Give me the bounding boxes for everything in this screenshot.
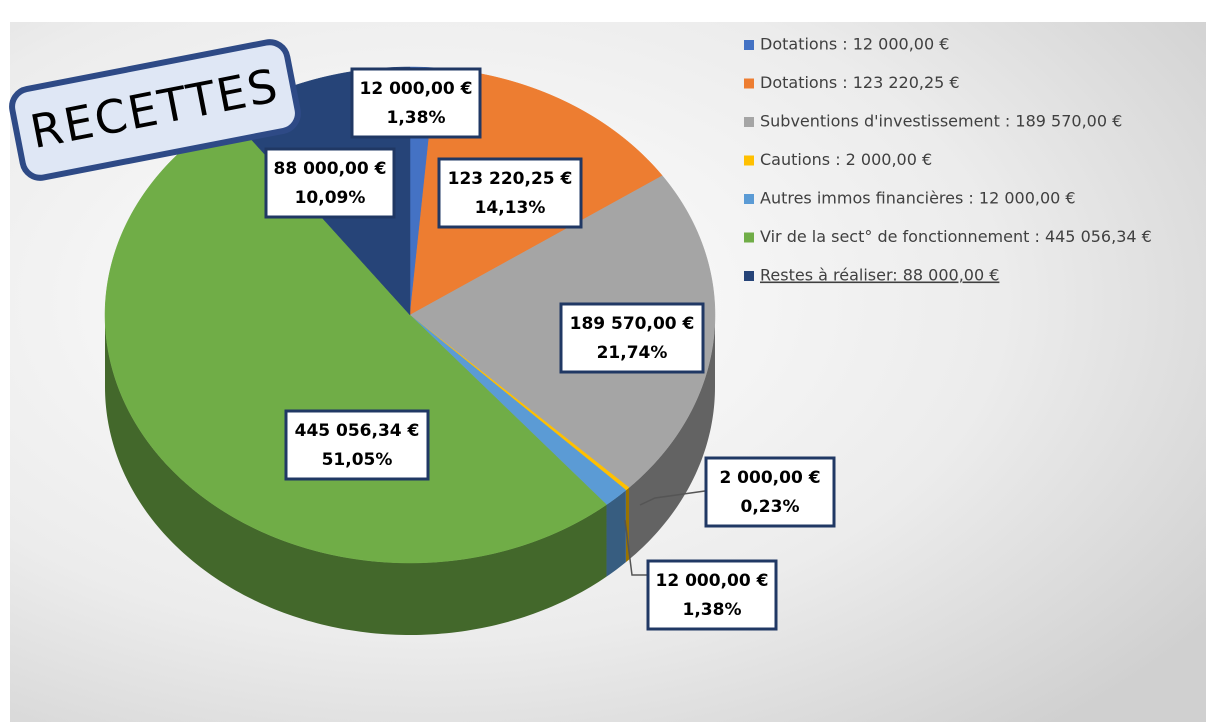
slice-side <box>105 315 607 635</box>
legend-label: Subventions d'investissement : 189 570,0… <box>760 112 1122 131</box>
value-label: 12 000,00 € <box>656 571 769 591</box>
label-box <box>350 67 482 139</box>
legend: Dotations : 12 000,00 € Dotations : 123 2… <box>744 35 1152 285</box>
legend-label: Restes à réaliser: 88 000,00 € <box>760 266 999 285</box>
value-label: 2 000,00 € <box>719 468 820 488</box>
label-box <box>646 559 778 631</box>
percent-label: 1,38% <box>683 600 742 620</box>
label-box <box>284 409 430 481</box>
legend-label: Vir de la sect° de fonctionnement : 445 … <box>760 227 1152 246</box>
percent-label: 14,13% <box>475 198 546 218</box>
leader-line <box>639 489 713 506</box>
percent-label: 51,05% <box>322 450 393 470</box>
percent-label: 1,38% <box>387 108 446 128</box>
legend-label: Autres immos financières : 12 000,00 € <box>760 189 1076 208</box>
legend-marker <box>744 117 754 127</box>
legend-marker <box>744 232 754 243</box>
label-box <box>559 302 705 374</box>
slice <box>104 114 607 564</box>
slice-side <box>606 490 626 577</box>
legend-marker <box>744 40 754 50</box>
legend-label: Cautions : 2 000,00 € <box>760 150 932 169</box>
label-box <box>437 157 583 229</box>
legend-marker <box>744 155 754 166</box>
value-label: 189 570,00 € <box>570 314 695 334</box>
label-box <box>704 456 836 528</box>
percent-label: 21,74% <box>597 343 668 363</box>
percent-label: 10,09% <box>295 188 366 208</box>
title-box <box>9 39 301 181</box>
slice <box>409 314 627 506</box>
legend-marker <box>744 271 754 281</box>
value-label: 445 056,34 € <box>295 421 420 441</box>
slice-side <box>628 315 715 560</box>
legend-marker <box>744 78 754 89</box>
value-label: 88 000,00 € <box>274 159 387 179</box>
legend-label: Dotations : 123 220,25 € <box>760 73 960 92</box>
label-box <box>264 147 396 219</box>
legend-label: Dotations : 12 000,00 € <box>760 35 949 54</box>
data-labels: 12 000,00 € 1,38% 123 220,25 € 14,13% 189 57… <box>264 67 836 631</box>
value-label: 123 220,25 € <box>448 169 573 189</box>
value-label: 12 000,00 € <box>360 79 473 99</box>
percent-label: 0,23% <box>741 497 800 517</box>
legend-marker <box>744 194 754 204</box>
